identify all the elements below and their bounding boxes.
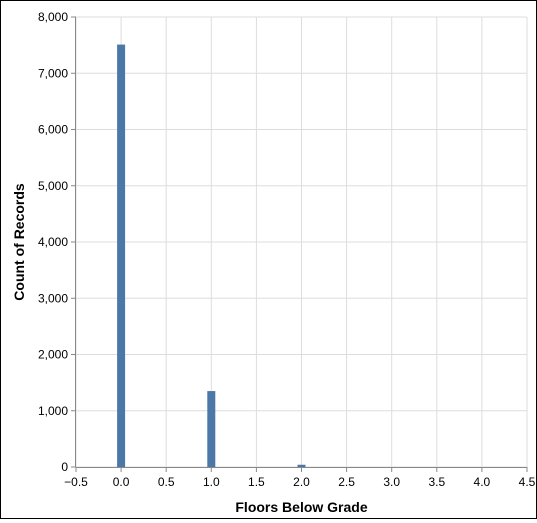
bars xyxy=(117,44,306,467)
y-axis-ticks: 0 1,000 2,000 3,000 4,000 5,000 6,000 7,000 8,00… xyxy=(38,10,76,474)
x-tick-label: 0.5 xyxy=(158,475,175,489)
grid-lines xyxy=(75,16,528,468)
y-axis-title: Count of Records xyxy=(11,183,27,301)
bar xyxy=(297,464,306,467)
y-tick-label: 8,000 xyxy=(38,10,68,24)
y-tick-label: 7,000 xyxy=(38,66,68,80)
y-tick-label: 0 xyxy=(61,460,68,474)
y-tick-label: 3,000 xyxy=(38,291,68,305)
y-tick-label: 6,000 xyxy=(38,123,68,137)
x-tick-label: −0.5 xyxy=(64,475,88,489)
x-tick-label: 2.5 xyxy=(338,475,355,489)
bar xyxy=(117,44,126,467)
x-tick-label: 1.0 xyxy=(203,475,220,489)
y-tick-label: 5,000 xyxy=(38,179,68,193)
x-tick-label: 3.5 xyxy=(428,475,445,489)
x-axis-ticks: −0.5 0.0 0.5 1.0 1.5 2.0 2.5 3.0 3.5 4.0 4.5 xyxy=(64,467,536,489)
y-tick-label: 2,000 xyxy=(38,348,68,362)
x-tick-label: 1.5 xyxy=(248,475,265,489)
y-tick-label: 4,000 xyxy=(38,235,68,249)
x-tick-label: 3.0 xyxy=(383,475,400,489)
x-tick-label: 4.0 xyxy=(474,475,491,489)
y-tick-label: 1,000 xyxy=(38,404,68,418)
x-tick-label: 2.0 xyxy=(293,475,310,489)
x-axis-title: Floors Below Grade xyxy=(235,499,367,515)
x-tick-label: 4.5 xyxy=(519,475,536,489)
x-tick-label: 0.0 xyxy=(113,475,130,489)
bar xyxy=(207,391,216,467)
